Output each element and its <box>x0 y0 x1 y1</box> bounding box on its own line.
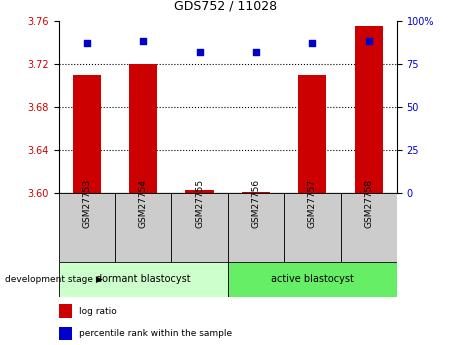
Bar <box>59 304 72 318</box>
Bar <box>129 64 157 193</box>
Bar <box>73 75 101 193</box>
Bar <box>298 75 327 193</box>
Bar <box>59 193 115 262</box>
Bar <box>284 193 341 262</box>
Text: log ratio: log ratio <box>79 307 117 316</box>
Text: GDS752 / 11028: GDS752 / 11028 <box>174 0 277 12</box>
Bar <box>115 193 171 262</box>
Point <box>140 39 147 44</box>
Text: GSM27757: GSM27757 <box>308 179 317 228</box>
Text: development stage ▶: development stage ▶ <box>5 275 102 284</box>
Bar <box>242 192 270 193</box>
Bar <box>228 193 284 262</box>
Bar <box>171 193 228 262</box>
Point <box>365 39 373 44</box>
Bar <box>228 262 397 297</box>
Point <box>83 40 90 46</box>
Text: GSM27756: GSM27756 <box>252 179 260 228</box>
Bar <box>59 327 72 340</box>
Text: GSM27758: GSM27758 <box>364 179 373 228</box>
Bar <box>59 262 228 297</box>
Text: GSM27755: GSM27755 <box>195 179 204 228</box>
Text: GSM27754: GSM27754 <box>139 179 147 228</box>
Point <box>308 40 316 46</box>
Text: active blastocyst: active blastocyst <box>271 275 354 284</box>
Bar <box>341 193 397 262</box>
Text: dormant blastocyst: dormant blastocyst <box>96 275 190 284</box>
Text: GSM27753: GSM27753 <box>83 179 91 228</box>
Bar <box>185 190 214 193</box>
Point <box>196 49 203 55</box>
Point <box>253 49 260 55</box>
Text: percentile rank within the sample: percentile rank within the sample <box>79 329 232 338</box>
Bar <box>354 26 383 193</box>
